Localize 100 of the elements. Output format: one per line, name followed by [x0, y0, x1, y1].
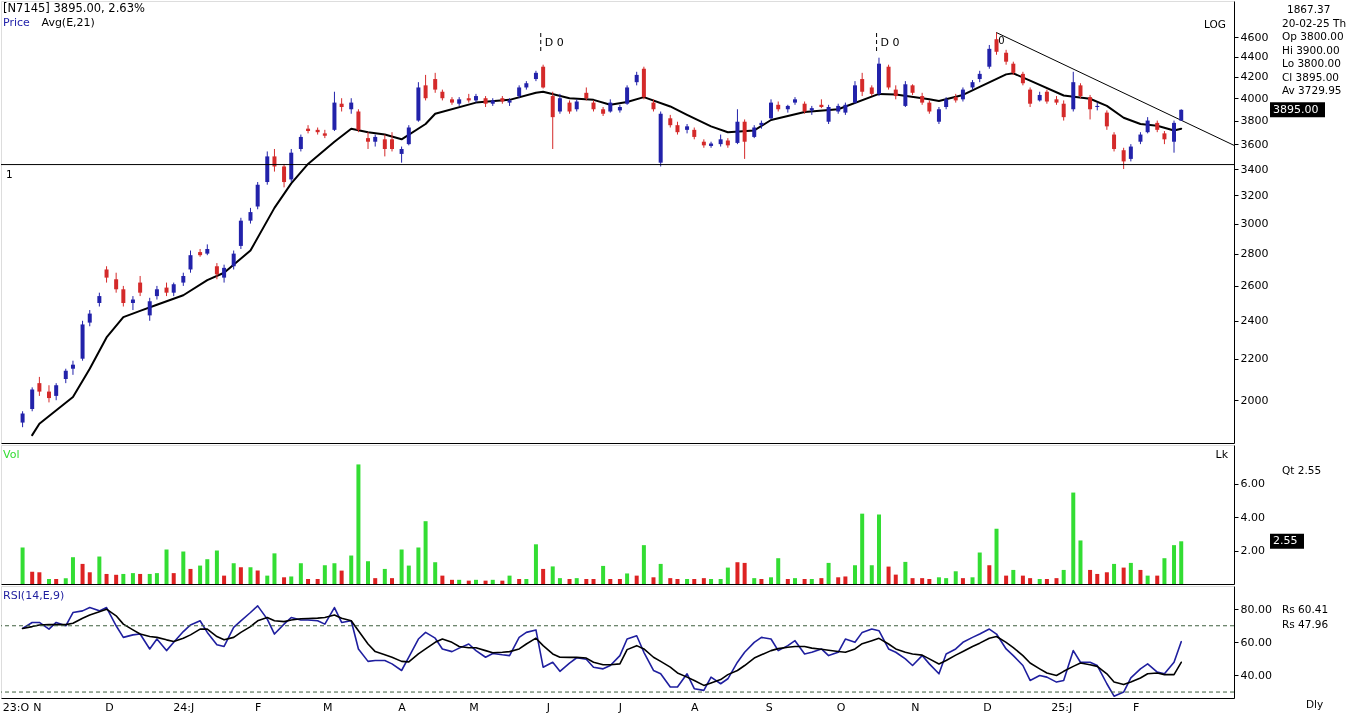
y-axis-title: Lk	[1215, 448, 1229, 461]
bar	[876, 514, 881, 584]
bar	[1162, 558, 1167, 584]
y-tick-label: 2800	[1240, 247, 1269, 261]
bar	[970, 577, 975, 584]
bar	[668, 578, 673, 584]
bar	[205, 559, 210, 584]
bar	[37, 572, 42, 584]
candlestick	[198, 248, 203, 258]
ref-line-label: D 0	[880, 36, 900, 49]
bar	[164, 549, 169, 584]
x-tick-label: O	[836, 700, 846, 714]
bar	[238, 567, 243, 584]
bar	[1138, 569, 1143, 584]
bar	[852, 565, 857, 584]
bar	[265, 575, 270, 584]
bar	[406, 565, 411, 584]
text: Vol	[3, 448, 20, 461]
bar	[735, 562, 740, 584]
bar	[222, 575, 227, 584]
bar	[893, 574, 898, 584]
text: Qt 2.55	[1282, 464, 1322, 476]
candlestick	[550, 91, 555, 150]
candlestick	[46, 384, 51, 403]
bar	[1104, 572, 1109, 584]
text: Op 3800.00	[1282, 30, 1344, 42]
candlestick	[994, 32, 999, 56]
bar	[903, 561, 908, 584]
bar	[315, 578, 320, 584]
y-tick-label: 4.00	[1240, 510, 1265, 524]
bar	[181, 551, 186, 584]
bar	[819, 578, 824, 584]
bar	[692, 578, 697, 584]
text: Dly	[1306, 698, 1324, 710]
y-tick-label: 4600	[1240, 30, 1269, 44]
bar	[382, 568, 387, 584]
bar	[920, 578, 925, 584]
x-tick-label: D	[105, 700, 114, 714]
bar	[373, 578, 378, 584]
candlestick	[449, 96, 454, 106]
candlestick	[121, 285, 126, 308]
bar	[356, 464, 361, 584]
bar	[1088, 569, 1093, 584]
bar	[322, 565, 327, 584]
bar	[30, 571, 35, 584]
y-tick-label: 6.00	[1240, 477, 1265, 491]
bar	[416, 547, 421, 584]
bar	[231, 563, 236, 584]
bar	[977, 552, 982, 584]
bar	[282, 577, 287, 584]
bar	[533, 544, 538, 584]
bar	[1172, 545, 1177, 584]
y-tick-label: 2200	[1240, 352, 1269, 366]
candlestick	[769, 98, 774, 120]
bar	[1112, 563, 1117, 584]
y-tick-label: 2.00	[1240, 544, 1265, 558]
bar	[1128, 562, 1133, 584]
candlestick	[987, 44, 992, 70]
bar	[1071, 492, 1076, 584]
bar	[843, 576, 848, 584]
bar	[769, 577, 774, 584]
candlestick	[138, 275, 143, 297]
text: Price	[3, 16, 31, 29]
x-tick-label: A	[691, 700, 699, 714]
bar	[1145, 575, 1150, 584]
bar	[138, 573, 143, 584]
candlestick	[1028, 86, 1033, 108]
bar	[886, 566, 891, 584]
candlestick	[685, 123, 690, 134]
bar	[1061, 569, 1066, 584]
candlestick	[473, 93, 478, 104]
bar	[718, 578, 723, 584]
bar	[70, 557, 75, 584]
bar	[423, 521, 428, 584]
bar	[1011, 569, 1016, 584]
x-tick-label: N	[33, 700, 42, 714]
bar	[1020, 575, 1025, 584]
bar	[601, 565, 606, 584]
bar	[709, 578, 714, 584]
bar	[836, 577, 841, 584]
bar	[608, 578, 613, 584]
candlestick	[826, 104, 831, 125]
bar	[953, 571, 958, 584]
candlestick	[114, 272, 119, 294]
text: Rs 47.96	[1282, 618, 1329, 630]
x-tick-label: A	[398, 700, 407, 714]
bar	[255, 570, 260, 584]
x-tick-label: 24:J	[173, 700, 195, 714]
bar	[574, 578, 579, 584]
bar	[742, 562, 747, 584]
bar	[171, 573, 176, 584]
y-tick-label: 4400	[1240, 50, 1269, 64]
x-tick-label: J	[545, 700, 551, 714]
y-tick-label: 2400	[1240, 314, 1269, 328]
bar	[433, 562, 438, 584]
bar	[121, 573, 126, 584]
y-tick-label: 3200	[1240, 188, 1269, 202]
candlestick	[37, 376, 42, 397]
text: 20-02-25 Th	[1282, 16, 1347, 29]
bar	[54, 578, 59, 584]
